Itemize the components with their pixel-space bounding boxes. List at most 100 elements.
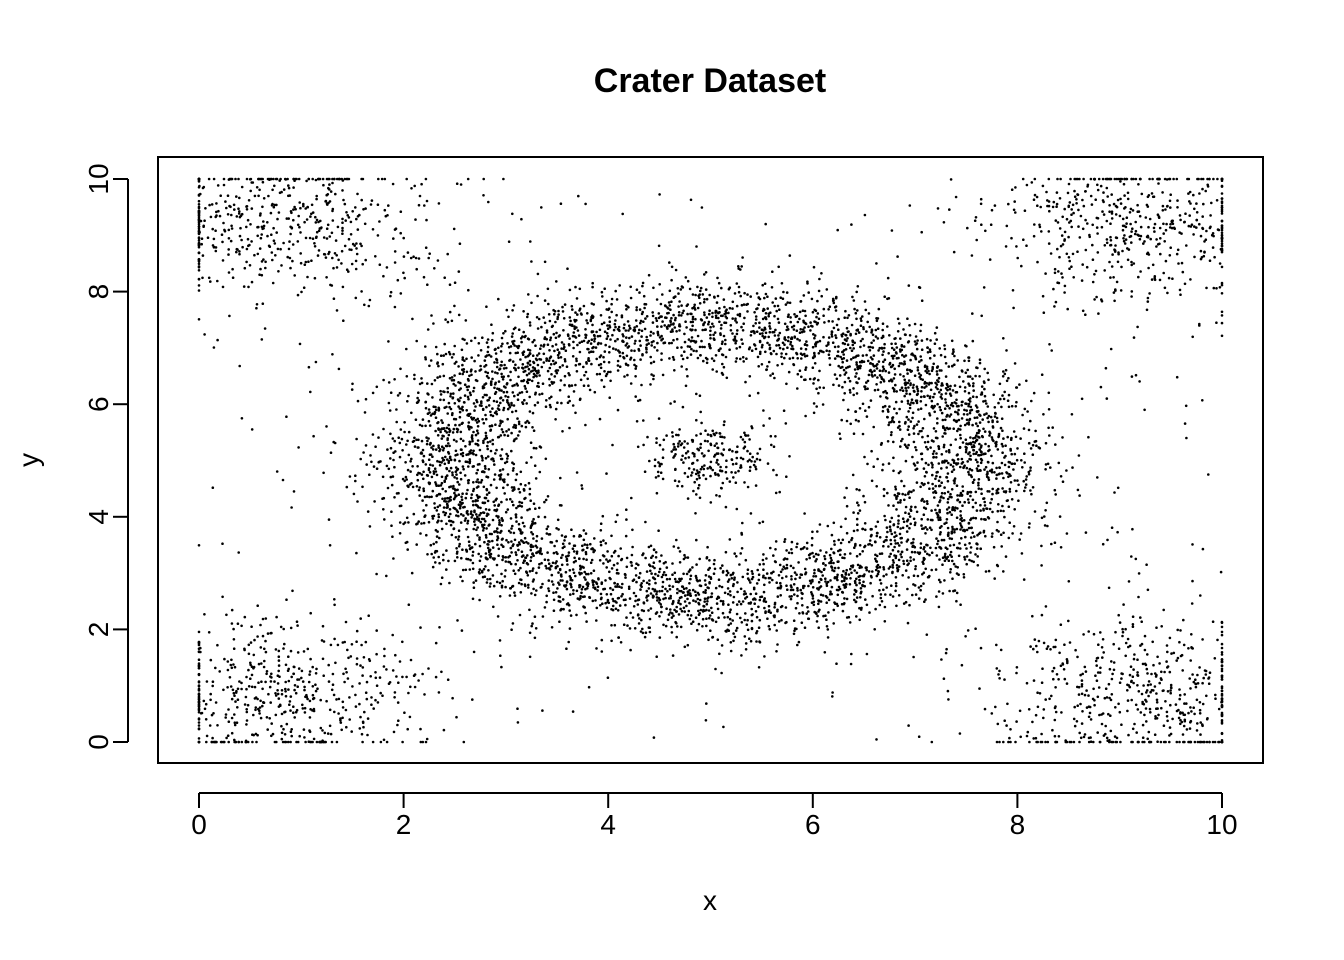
data-point	[640, 582, 643, 585]
data-point	[528, 631, 532, 635]
data-point	[420, 424, 424, 428]
data-point	[785, 328, 788, 332]
data-point	[599, 529, 603, 532]
data-point	[716, 276, 719, 280]
data-point	[680, 354, 683, 357]
data-point	[461, 548, 464, 551]
data-point	[364, 397, 368, 401]
data-point	[940, 491, 944, 495]
data-point	[867, 543, 870, 546]
data-point	[879, 381, 883, 384]
data-point	[547, 313, 551, 316]
data-point	[916, 339, 919, 342]
data-point	[503, 433, 506, 437]
data-point	[780, 352, 783, 355]
data-point	[698, 302, 702, 305]
data-point	[451, 473, 454, 477]
data-point	[606, 550, 609, 553]
data-point	[945, 475, 948, 479]
data-point	[604, 343, 607, 347]
data-point	[560, 504, 563, 507]
data-point	[486, 371, 490, 375]
data-point	[583, 543, 587, 546]
data-point	[511, 360, 515, 363]
data-point	[738, 345, 742, 349]
data-point	[945, 508, 949, 511]
data-point	[929, 546, 932, 550]
data-point	[690, 347, 693, 351]
data-point	[710, 357, 714, 360]
data-point	[812, 378, 816, 381]
data-point	[714, 354, 718, 357]
data-point	[973, 441, 977, 444]
data-point	[486, 499, 490, 503]
data-point	[431, 412, 434, 416]
data-point	[658, 615, 661, 618]
data-point	[422, 509, 425, 512]
data-point	[968, 542, 971, 545]
data-point	[886, 325, 889, 328]
data-point	[894, 576, 898, 579]
data-point	[965, 528, 969, 532]
data-point	[359, 457, 363, 461]
data-point	[645, 343, 649, 347]
data-point	[475, 513, 478, 516]
data-point	[601, 602, 604, 605]
data-point	[792, 583, 796, 586]
data-point	[728, 610, 732, 614]
data-point	[475, 518, 479, 521]
data-point	[488, 532, 492, 536]
data-point	[913, 390, 916, 393]
data-point	[856, 563, 860, 567]
data-point	[425, 503, 428, 507]
data-point	[479, 481, 483, 484]
data-point	[684, 276, 688, 279]
data-point	[706, 586, 709, 589]
data-point	[952, 461, 956, 465]
data-point	[805, 558, 808, 561]
data-point	[909, 559, 912, 563]
data-point	[603, 350, 607, 353]
data-point	[950, 555, 953, 558]
data-point	[627, 585, 631, 589]
data-point	[409, 460, 412, 463]
data-point	[915, 481, 919, 484]
data-point	[505, 498, 509, 501]
data-point	[484, 496, 488, 500]
data-point	[960, 519, 964, 523]
data-point	[972, 448, 975, 452]
data-point	[931, 482, 934, 486]
data-point	[468, 568, 472, 571]
data-point	[724, 550, 728, 554]
data-point	[684, 384, 688, 388]
data-point	[457, 493, 461, 497]
data-point	[581, 585, 585, 589]
data-point	[826, 628, 830, 631]
data-point	[925, 367, 929, 371]
data-point	[481, 511, 485, 514]
data-point	[1008, 461, 1012, 464]
data-point	[928, 553, 931, 557]
data-point	[827, 353, 831, 357]
data-point	[371, 391, 375, 395]
data-point	[811, 586, 815, 589]
data-point	[841, 341, 845, 345]
data-point	[766, 341, 769, 345]
data-point	[853, 579, 857, 583]
data-point	[506, 457, 509, 460]
data-point	[964, 371, 968, 375]
data-point	[774, 560, 777, 564]
data-point	[825, 625, 829, 628]
data-point	[813, 362, 817, 365]
data-point	[793, 593, 796, 596]
data-point	[493, 504, 497, 507]
data-point	[899, 373, 902, 376]
data-point	[942, 443, 946, 447]
data-point	[876, 520, 880, 524]
data-point	[693, 308, 697, 311]
data-point	[643, 635, 647, 639]
data-point	[962, 573, 966, 576]
data-point	[704, 271, 708, 274]
data-point	[655, 655, 658, 658]
data-point	[474, 542, 477, 546]
